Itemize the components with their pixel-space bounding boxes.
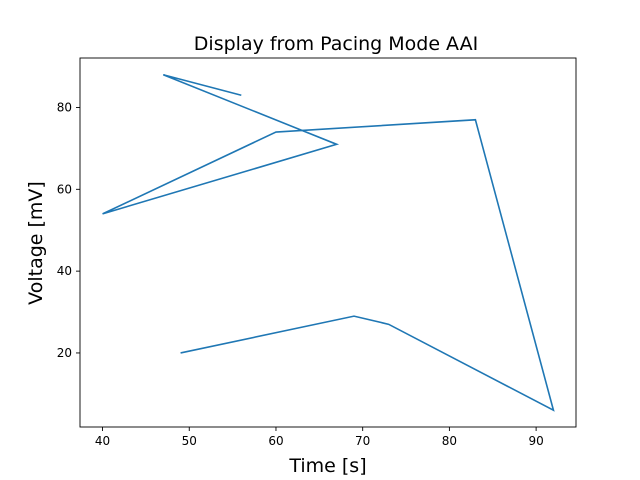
chart-title: Display from Pacing Mode AAI <box>194 33 478 55</box>
y-tick-label: 40 <box>57 264 72 278</box>
y-tick-label: 60 <box>57 182 72 196</box>
x-axis: 40 50 60 70 80 90 <box>95 427 544 448</box>
y-tick-label: 80 <box>57 101 72 115</box>
x-tick-label: 90 <box>528 434 543 448</box>
series-line-0 <box>102 73 555 412</box>
x-tick-label: 80 <box>442 434 457 448</box>
y-axis: 20 40 60 80 <box>57 101 80 360</box>
x-tick-label: 40 <box>95 434 110 448</box>
x-tick-label: 60 <box>268 434 283 448</box>
x-tick-label: 70 <box>355 434 370 448</box>
y-tick-label: 20 <box>57 346 72 360</box>
plot-area <box>79 57 577 428</box>
y-axis-label: Voltage [mV] <box>25 181 47 305</box>
x-axis-label: Time [s] <box>288 455 366 477</box>
plot-frame <box>79 57 577 428</box>
x-tick-label: 50 <box>182 434 197 448</box>
